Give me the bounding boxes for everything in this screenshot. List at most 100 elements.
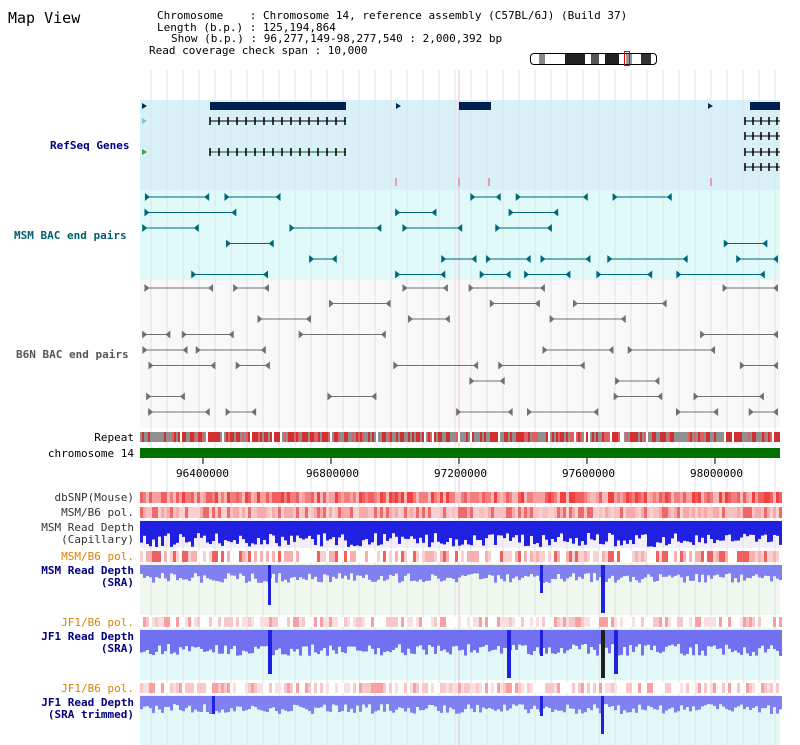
label-jf1-b6-pol-1[interactable]: JF1/B6 pol. — [61, 616, 134, 629]
msm-sra-depth-bar — [590, 565, 593, 583]
msm-sra-depth-bar — [248, 565, 251, 582]
msm-sra-depth-bar — [368, 565, 371, 580]
repeat-segment — [318, 432, 320, 442]
label-msm-sra-depth[interactable]: MSM Read Depth (SRA) — [0, 565, 134, 589]
jf1-pol-cell — [740, 617, 743, 627]
msm-sra-depth-bar — [731, 565, 734, 583]
msm-cap-depth-bar — [497, 521, 500, 536]
msm-pol-cell — [713, 507, 716, 518]
repeat-segment — [710, 432, 712, 442]
repeat-segment — [274, 432, 276, 442]
label-msm-b6-pol-1[interactable]: MSM/B6 pol. — [61, 506, 134, 519]
msm-pol2-cell — [707, 551, 710, 562]
repeat-segment — [728, 432, 730, 442]
label-msm-bac[interactable]: MSM BAC end pairs — [14, 229, 127, 242]
jf1-trim-depth-bar — [314, 696, 317, 708]
jf1-sra-depth-bar — [617, 630, 620, 656]
jf1-trim-depth-bar — [245, 696, 248, 711]
msm-sra-depth-bar — [170, 565, 173, 574]
jf1-trim-depth-bar — [194, 696, 197, 710]
b6n-bac-end — [620, 315, 626, 323]
msm-pol2-cell — [362, 551, 365, 562]
jf1-trim-depth-bar — [440, 696, 443, 713]
label-jf1-trim-depth[interactable]: JF1 Read Depth (SRA trimmed) — [0, 697, 134, 721]
jf1-trim-depth-bar — [191, 696, 194, 713]
label-repeat[interactable]: Repeat — [94, 431, 134, 444]
msm-pol-cell — [740, 507, 743, 518]
repeat-segment — [524, 432, 526, 442]
msm-pol-cell — [776, 507, 779, 518]
b6n-bac-end — [251, 408, 257, 416]
jf1-trim-depth-bar — [680, 696, 683, 706]
label-jf1-sra-depth[interactable]: JF1 Read Depth (SRA) — [0, 631, 134, 655]
repeat-segment — [414, 432, 416, 442]
msm-pol-cell — [596, 507, 599, 518]
repeat-segment — [688, 432, 690, 442]
jf1-trim-depth-bar — [719, 696, 722, 705]
jf1-trim-depth-bar — [746, 696, 749, 707]
repeat-segment — [258, 432, 260, 442]
jf1-sra-depth-bar — [737, 630, 740, 653]
jf1-pol-cell — [236, 617, 239, 627]
jf1-trim-depth-bar — [521, 696, 524, 705]
jf1-sra-depth-bar — [197, 630, 200, 647]
msm-cap-depth-bar — [677, 521, 680, 542]
msm-pol2-cell — [140, 551, 143, 562]
jf1-sra-depth-bar — [188, 630, 191, 652]
dbsnp-cell — [326, 492, 329, 503]
jf1-trim-depth-bar — [518, 696, 521, 705]
b6n-bac-end — [402, 284, 408, 292]
jf1-sra-depth-bar — [683, 630, 686, 656]
msm-cap-depth-bar — [716, 521, 719, 540]
jf1-pol-cell — [269, 617, 272, 627]
msm-pol2-cell — [326, 551, 329, 562]
label-refseq-genes[interactable]: RefSeq Genes — [50, 139, 130, 152]
msm-pol2-cell — [452, 551, 455, 562]
jf1-trim-depth-bar — [767, 696, 770, 706]
msm-cap-depth-bar — [536, 521, 539, 543]
jf1-pol-cell — [194, 617, 197, 627]
label-b6n-bac[interactable]: B6N BAC end pairs — [16, 348, 129, 361]
msm-pol-cell — [557, 507, 560, 518]
jf1-pol-cell — [578, 617, 581, 627]
chromosome-ideogram[interactable] — [530, 53, 657, 65]
label-jf1-b6-pol-2[interactable]: JF1/B6 pol. — [61, 682, 134, 695]
dbsnp-cell — [509, 492, 512, 503]
repeat-segment — [406, 432, 408, 442]
jf1-trim-depth-bar — [179, 696, 182, 711]
jf1-pol-cell — [761, 617, 764, 627]
jf1-trim-depth-bar — [713, 696, 716, 706]
jf1-pol2-cell — [215, 683, 218, 693]
msm-sra-depth-bar — [419, 565, 422, 580]
msm-cap-depth-bar — [347, 521, 350, 547]
repeat-segment — [592, 432, 594, 442]
jf1-pol-cell — [395, 617, 398, 627]
msm-pol-cell — [200, 507, 203, 518]
msm-pol-cell — [212, 507, 215, 518]
dbsnp-cell — [443, 492, 446, 503]
jf1-trim-depth-bar — [155, 696, 158, 706]
repeat-segment — [752, 432, 754, 442]
jf1-pol-cell — [689, 617, 692, 627]
msm-sra-depth-bar — [524, 565, 527, 576]
dbsnp-cell — [632, 492, 635, 503]
label-msm-b6-pol-2[interactable]: MSM/B6 pol. — [61, 550, 134, 563]
label-chromosome[interactable]: chromosome 14 — [47, 447, 134, 460]
repeat-segment — [180, 432, 182, 442]
jf1-pol-cell — [218, 617, 221, 627]
label-dbsnp[interactable]: dbSNP(Mouse) — [54, 491, 134, 504]
jf1-trim-depth-bar — [161, 696, 164, 713]
jf1-pol2-cell — [443, 683, 446, 693]
jf1-pol-cell — [590, 617, 593, 627]
jf1-sra-depth-bar — [701, 630, 704, 651]
b6n-bac-end — [489, 299, 495, 308]
msm-pol-cell — [476, 507, 479, 518]
dbsnp-cell — [374, 492, 377, 503]
b6n-bac-end — [146, 392, 152, 401]
dbsnp-cell — [641, 492, 644, 503]
repeat-segment — [642, 432, 644, 442]
msm-pol2-cell — [587, 551, 590, 562]
label-msm-cap-depth[interactable]: MSM Read Depth (Capillary) — [0, 522, 134, 546]
jf1-pol-cell — [290, 617, 293, 627]
